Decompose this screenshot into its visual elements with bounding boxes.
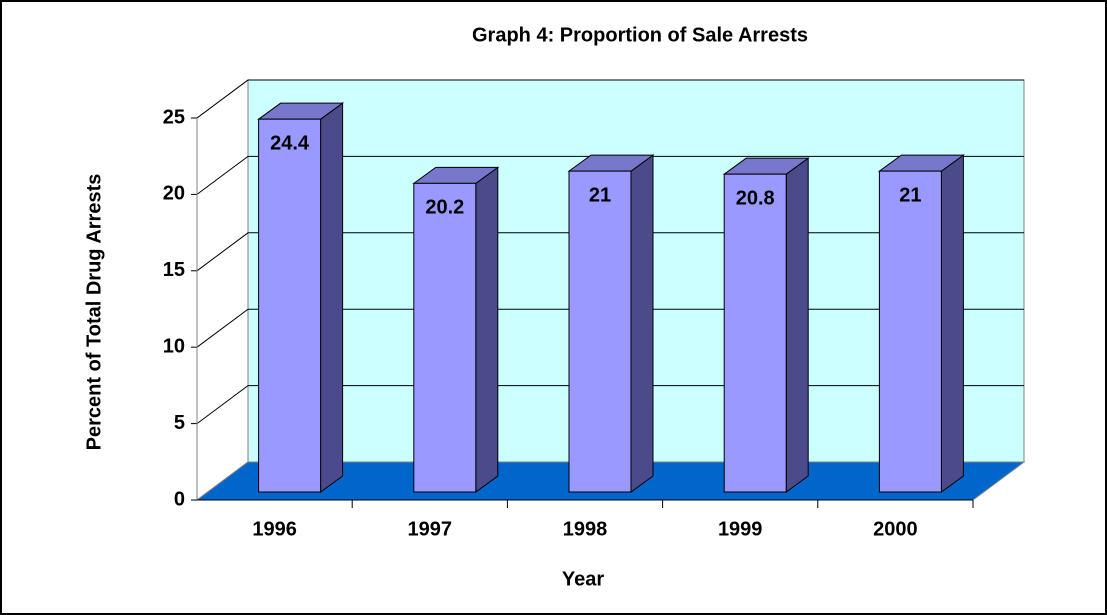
grid-line	[196, 155, 1024, 195]
y-tick-label: 10	[163, 335, 185, 357]
data-label: 21	[899, 184, 921, 206]
x-axis-label: Year	[562, 568, 604, 590]
y-tick-label: 5	[174, 412, 185, 434]
bar	[878, 170, 942, 493]
data-label: 20.8	[736, 187, 775, 209]
x-tick-label: 2000	[873, 518, 918, 540]
chart-title: Graph 4: Proportion of Sale Arrests	[472, 24, 808, 46]
bar-side	[785, 157, 809, 493]
bar	[413, 182, 477, 493]
data-label: 20.2	[425, 197, 464, 219]
y-axis-label: Percent of Total Drug Arrests	[83, 174, 105, 451]
x-tick-label: 1999	[718, 518, 763, 540]
grid-line	[196, 79, 1024, 119]
bar	[258, 118, 322, 493]
x-tick-label: 1998	[563, 518, 608, 540]
bar	[723, 173, 787, 493]
y-tick-label: 25	[163, 106, 185, 128]
side-wall	[196, 79, 249, 501]
y-tick-label: 15	[163, 259, 185, 281]
bar-side	[630, 154, 654, 493]
y-tick-label: 0	[174, 488, 185, 510]
data-label: 21	[589, 184, 611, 206]
bar-side	[475, 166, 499, 493]
y-tick-label: 20	[163, 183, 185, 205]
bar-side	[940, 154, 964, 493]
data-label: 24.4	[270, 132, 310, 154]
x-tick-label: 1996	[252, 518, 297, 540]
bar	[568, 170, 632, 493]
x-tick-label: 1997	[408, 518, 453, 540]
bar-side	[320, 102, 344, 493]
